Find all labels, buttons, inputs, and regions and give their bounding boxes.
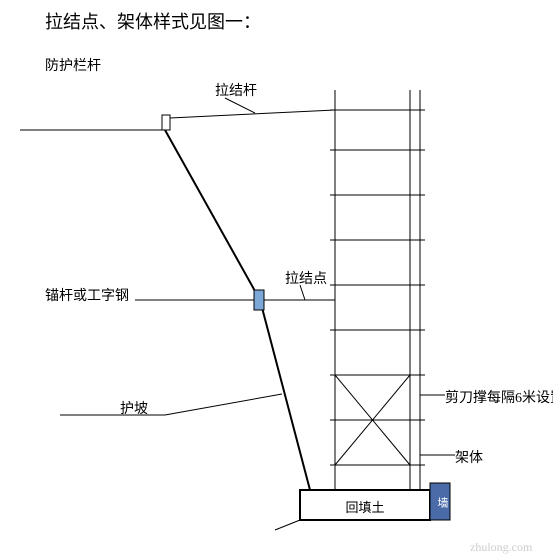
guardrail-post — [162, 115, 170, 130]
watermark: zhulong.com — [470, 540, 532, 555]
tie-rod-leader — [225, 98, 255, 113]
frame-label: 架体 — [455, 447, 483, 467]
tie-rod-label: 拉结杆 — [215, 80, 257, 100]
scissor-label: 剪刀撑每隔6米设置 — [445, 387, 553, 407]
tie-point-label: 拉结点 — [285, 268, 327, 288]
slope-label: 护坡 — [120, 398, 148, 418]
guardrail-label: 防护栏杆 — [45, 55, 101, 75]
diagram-svg — [0, 0, 553, 560]
slope-leader — [165, 394, 282, 415]
anchor-label: 锚杆或工字钢 — [45, 285, 129, 305]
slope-lower — [260, 300, 310, 490]
slope-upper — [165, 130, 260, 300]
enclosure-label: 围护墙 — [434, 486, 466, 518]
diagram-title: 拉结点、架体样式见图一： — [45, 8, 261, 34]
backfill-label: 回填土 — [340, 497, 390, 516]
anchor-box — [254, 290, 264, 310]
bottom-left-line — [275, 520, 300, 530]
